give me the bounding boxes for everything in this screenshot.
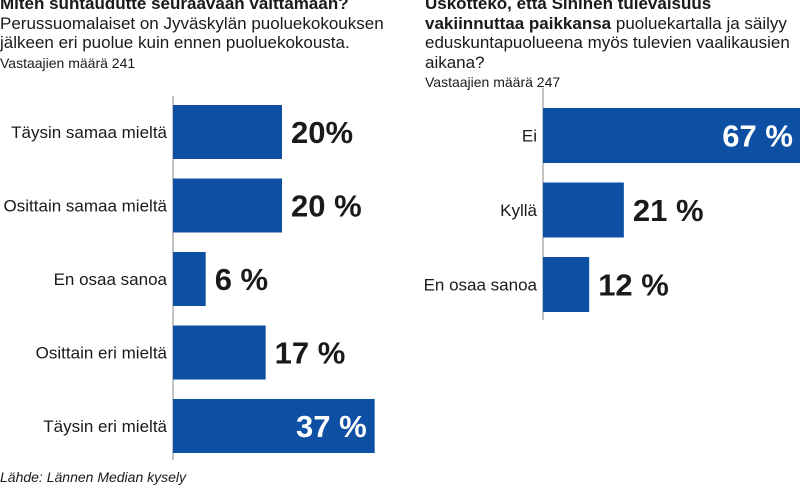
value-label: 37 % <box>296 409 367 444</box>
right-chart-respondents: Vastaajien määrä 247 <box>425 74 561 90</box>
category-label: Kyllä <box>500 201 537 220</box>
value-label: 21 % <box>633 193 704 228</box>
bar <box>173 252 206 306</box>
bar <box>173 399 375 453</box>
source-note: Lähde: Lännen Median kysely <box>0 469 187 485</box>
right-chart-subtitle: puoluekartalla ja säilyy eduskuntapuolue… <box>425 13 790 72</box>
left-bar-chart: Täysin samaa mieltä 20% Osittain samaa mie… <box>4 96 375 460</box>
left-chart-respondents: Vastaajien määrä 241 <box>0 54 136 71</box>
category-label: Osittain eri mieltä <box>36 344 168 363</box>
bar <box>173 105 282 159</box>
value-label: 20 % <box>291 189 362 224</box>
left-chart-subtitle: Perussuomalaiset on Jyväskylän puoluekok… <box>0 13 384 53</box>
category-label: Osittain samaa mieltä <box>4 197 168 216</box>
bar <box>173 178 282 233</box>
right-bar-chart: Ei 67 % Kyllä 21 % En osaa sanoa 12 % <box>424 88 800 320</box>
value-label: 20% <box>291 115 353 150</box>
left-chart-heading: Miten suhtaudutte seuraavaan väittämään?… <box>0 0 392 73</box>
value-label: 17 % <box>275 336 346 371</box>
right-chart-heading: Uskotteko, että Sininen tulevaisuus vaki… <box>425 0 800 93</box>
value-label: 12 % <box>598 268 669 303</box>
bar <box>543 182 624 238</box>
right-chart-panel: Uskotteko, että Sininen tulevaisuus vaki… <box>400 0 800 488</box>
category-label: En osaa sanoa <box>424 276 538 295</box>
right-chart-title: Uskotteko, että Sininen tulevaisuus vaki… <box>425 0 712 33</box>
category-label: En osaa sanoa <box>54 270 168 289</box>
bar <box>543 108 800 163</box>
bar <box>173 325 266 380</box>
bar <box>543 257 590 312</box>
left-chart-title: Miten suhtaudutte seuraavaan väittämään? <box>0 0 349 13</box>
category-label: Täysin samaa mieltä <box>11 123 167 142</box>
value-label: 6 % <box>215 262 268 297</box>
category-label: Ei <box>522 127 537 146</box>
category-label: Täysin eri mieltä <box>43 417 167 436</box>
left-chart-panel: Miten suhtaudutte seuraavaan väittämään?… <box>0 0 392 460</box>
value-label: 67 % <box>722 119 793 154</box>
